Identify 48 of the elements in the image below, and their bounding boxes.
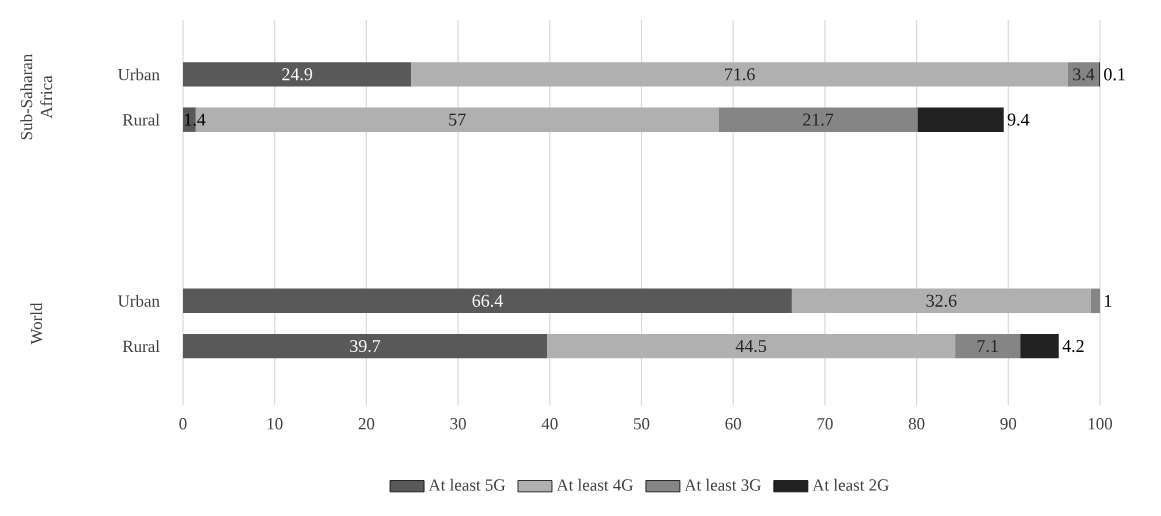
bar	[718, 107, 918, 132]
data-label: 66.4	[472, 294, 503, 307]
data-label: 3.4	[1073, 68, 1095, 81]
bar	[183, 333, 548, 359]
bar	[1090, 288, 1101, 314]
text: World	[30, 302, 43, 345]
data-label: 0.1	[1104, 68, 1125, 81]
x-tick-label: 50	[634, 418, 650, 430]
y-tick-label: Urban	[117, 294, 160, 307]
x-tick-label: 30	[450, 418, 466, 430]
legend-label: At least 4G	[556, 478, 633, 491]
legend-label: At least 2G	[812, 478, 889, 491]
bar	[1020, 333, 1059, 359]
x-tick-label: 100	[1088, 418, 1113, 430]
bar	[183, 288, 792, 314]
bar	[547, 333, 956, 359]
bar	[411, 62, 1068, 87]
x-tick-label: 20	[358, 418, 375, 430]
data-label: 71.6	[725, 68, 755, 81]
data-label: 7.1	[977, 340, 998, 353]
legend-label: At least 3G	[684, 478, 761, 491]
y-tick-label: Rural	[122, 113, 160, 126]
bar	[1067, 62, 1100, 87]
data-label: 9.4	[1007, 113, 1030, 126]
x-tick-label: 40	[541, 418, 558, 430]
data-label: 4.2	[1062, 340, 1084, 353]
bar	[955, 333, 1021, 359]
data-label: 24.9	[282, 68, 313, 81]
x-tick-label: 0	[179, 418, 187, 430]
x-tick-label: 80	[908, 418, 925, 430]
data-label: 32.6	[926, 294, 957, 307]
data-label: 44.5	[735, 340, 767, 353]
bar	[917, 107, 1004, 132]
legend-label: At least 5G	[428, 478, 506, 491]
data-label: 21.7	[803, 113, 834, 126]
y-tick-label: Rural	[122, 340, 160, 353]
x-tick-label: 10	[267, 418, 283, 430]
x-tick-label: 60	[725, 418, 742, 430]
x-tick-label: 70	[817, 418, 833, 430]
bar	[183, 62, 412, 87]
text: Sub-Saharan Africa	[20, 53, 53, 140]
data-label: 1.4	[184, 113, 206, 126]
data-label: 1	[1104, 294, 1112, 307]
x-tick-label: 90	[1000, 418, 1017, 430]
y-tick-label: Urban	[117, 68, 160, 81]
bar	[791, 288, 1091, 314]
data-label: 57	[449, 113, 466, 126]
data-label: 39.7	[350, 340, 381, 353]
